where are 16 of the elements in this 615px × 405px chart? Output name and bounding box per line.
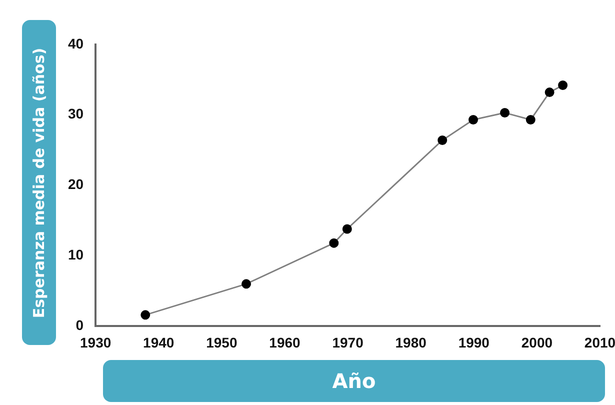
y-tick-label: 20: [68, 176, 84, 192]
x-tick-label: 2000: [521, 334, 553, 350]
y-tick-label: 0: [76, 317, 84, 334]
x-tick-label: 1950: [206, 334, 238, 350]
y-tick-label: 30: [68, 106, 84, 122]
x-tick-label: 1930: [80, 334, 112, 350]
x-tick-label: 1990: [458, 334, 490, 350]
y-axis-title: Esperanza media de vida (años): [30, 47, 48, 318]
y-tick-label: 10: [68, 246, 84, 263]
x-tick-label: 1960: [269, 334, 301, 350]
x-tick-label: 1970: [332, 334, 364, 350]
x-tick-label: 1980: [395, 334, 427, 350]
x-axis-title: Año: [103, 360, 605, 402]
x-tick-label: 2010: [584, 334, 615, 350]
y-tick-label: 40: [68, 35, 84, 52]
x-tick-label: 1940: [143, 334, 174, 350]
